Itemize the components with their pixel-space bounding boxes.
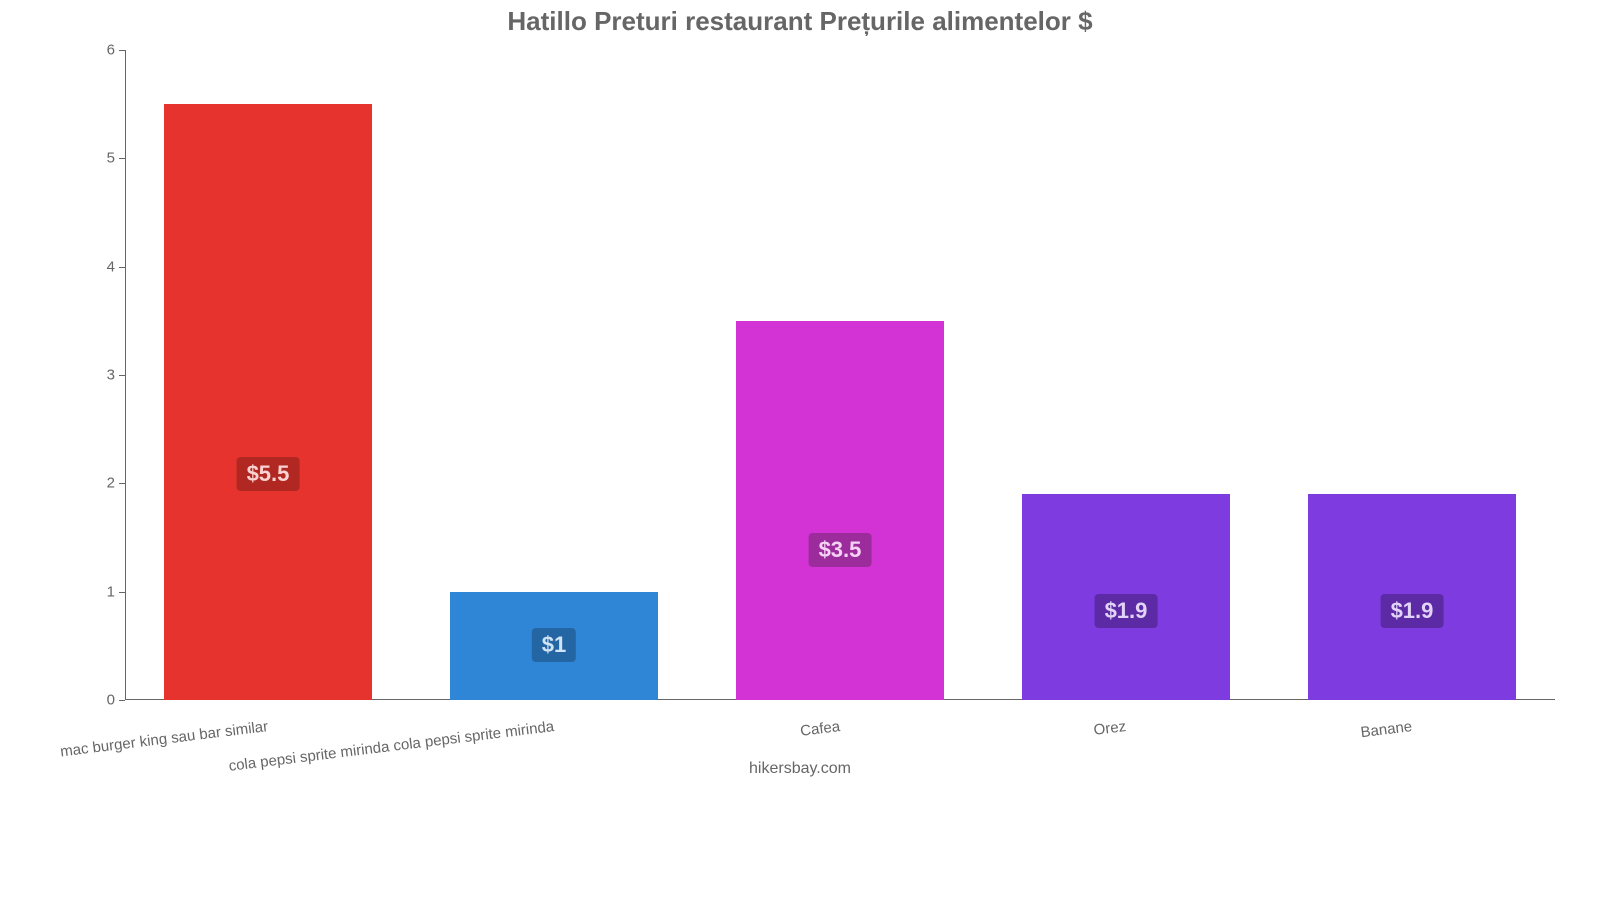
y-tick-label: 6: [85, 42, 115, 59]
y-tick-label: 0: [85, 692, 115, 709]
bar: $1: [450, 592, 659, 700]
y-tick-label: 3: [85, 367, 115, 384]
y-tick-mark: [119, 700, 125, 701]
bar: $1.9: [1022, 494, 1231, 700]
y-tick-mark: [119, 158, 125, 159]
y-tick-mark: [119, 50, 125, 51]
value-badge: $3.5: [809, 533, 872, 567]
y-tick-label: 5: [85, 150, 115, 167]
y-tick-mark: [119, 375, 125, 376]
y-tick-mark: [119, 483, 125, 484]
value-badge: $1: [532, 628, 576, 662]
value-badge: $1.9: [1381, 594, 1444, 628]
chart-container: Hatillo Preturi restaurant Prețurile ali…: [0, 0, 1600, 800]
bar: $1.9: [1308, 494, 1517, 700]
bars-group: $5.5 $1 $3.5 $1.9 $1.9: [125, 50, 1555, 700]
value-badge: $5.5: [237, 457, 300, 491]
chart-title: Hatillo Preturi restaurant Prețurile ali…: [0, 6, 1600, 37]
y-tick-label: 4: [85, 258, 115, 275]
bar: $5.5: [164, 104, 373, 700]
value-badge: $1.9: [1095, 594, 1158, 628]
bar: $3.5: [736, 321, 945, 700]
y-tick-mark: [119, 592, 125, 593]
y-tick-label: 2: [85, 475, 115, 492]
credit-text: hikersbay.com: [0, 760, 1600, 778]
plot-area: $5.5 $1 $3.5 $1.9 $1.9: [125, 50, 1555, 700]
y-tick-mark: [119, 267, 125, 268]
y-tick-label: 1: [85, 583, 115, 600]
